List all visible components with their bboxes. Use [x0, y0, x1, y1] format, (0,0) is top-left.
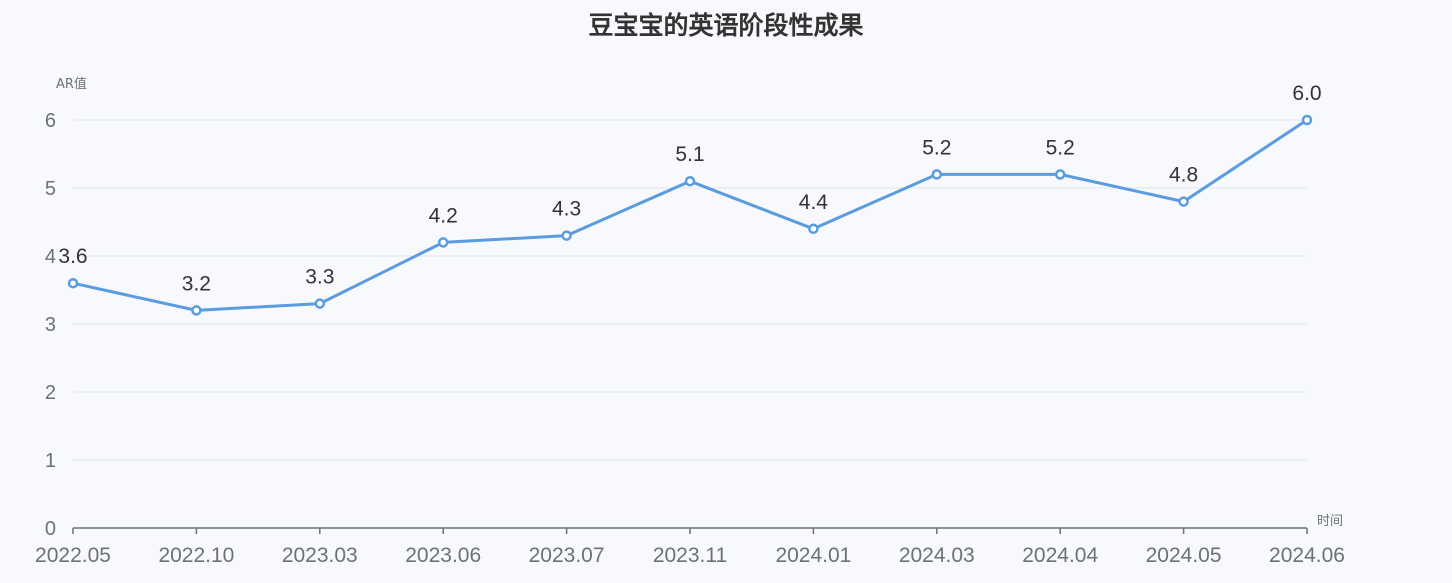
x-tick-label: 2023.11 [653, 544, 727, 567]
y-tick-label: 3 [45, 314, 56, 336]
x-tick-label: 2024.06 [1269, 544, 1345, 567]
x-tick-label: 2024.03 [899, 544, 975, 567]
x-tick-label: 2024.01 [775, 544, 851, 567]
data-point[interactable] [684, 175, 696, 187]
x-tick-label: 2024.04 [1022, 544, 1098, 567]
x-tick-label: 2022.05 [35, 544, 111, 567]
data-point[interactable] [437, 237, 449, 248]
x-tick-label: 2023.06 [405, 544, 481, 567]
data-point[interactable] [931, 169, 943, 180]
data-label: 4.4 [799, 191, 829, 214]
data-point[interactable] [314, 298, 326, 309]
chart-title: 豆宝宝的英语阶段性成果 [588, 11, 864, 40]
data-label: 3.3 [305, 266, 334, 289]
y-axis-ticks: 0 1 2 3 4 5 6 [45, 110, 56, 540]
data-label: 3.2 [182, 272, 211, 295]
y-tick-label: 2 [45, 382, 56, 404]
y-tick-label: 0 [45, 518, 56, 540]
data-label: 4.2 [429, 204, 458, 227]
grid-lines [73, 119, 1307, 461]
data-label: 5.1 [675, 143, 704, 166]
x-tick-label: 2022.10 [158, 544, 234, 567]
data-label: 5.2 [922, 136, 951, 159]
y-tick-label: 5 [45, 178, 56, 200]
y-tick-label: 1 [45, 450, 56, 472]
data-point[interactable] [67, 277, 79, 289]
data-label: 4.8 [1169, 164, 1198, 187]
data-point[interactable] [808, 223, 819, 235]
x-tick-label: 2023.03 [282, 544, 358, 567]
data-label: 5.2 [1046, 136, 1075, 159]
x-tick-label: 2023.07 [529, 544, 605, 567]
x-axis-label: 时间 [1317, 514, 1343, 529]
data-label: 6.0 [1292, 82, 1321, 105]
data-point[interactable] [1054, 169, 1066, 180]
x-axis-ticks: 2022.05 2022.10 2023.03 2023.06 2023.07 2023.… [35, 528, 1345, 567]
data-point[interactable] [561, 230, 572, 241]
y-tick-label: 4 [45, 246, 56, 268]
data-labels: 3.6 3.2 3.3 4.2 4.3 5.1 4.4 5.2 5.2 4.8 6.0 [58, 82, 1321, 295]
data-point[interactable] [1178, 196, 1189, 207]
y-axis-label: AR值 [56, 76, 87, 92]
data-label: 3.6 [58, 245, 87, 268]
data-label: 4.3 [552, 198, 581, 221]
data-point[interactable] [191, 305, 202, 316]
data-points [67, 114, 1313, 316]
x-tick-label: 2024.05 [1146, 544, 1222, 567]
data-point[interactable] [1301, 114, 1313, 126]
y-tick-label: 6 [45, 110, 56, 132]
